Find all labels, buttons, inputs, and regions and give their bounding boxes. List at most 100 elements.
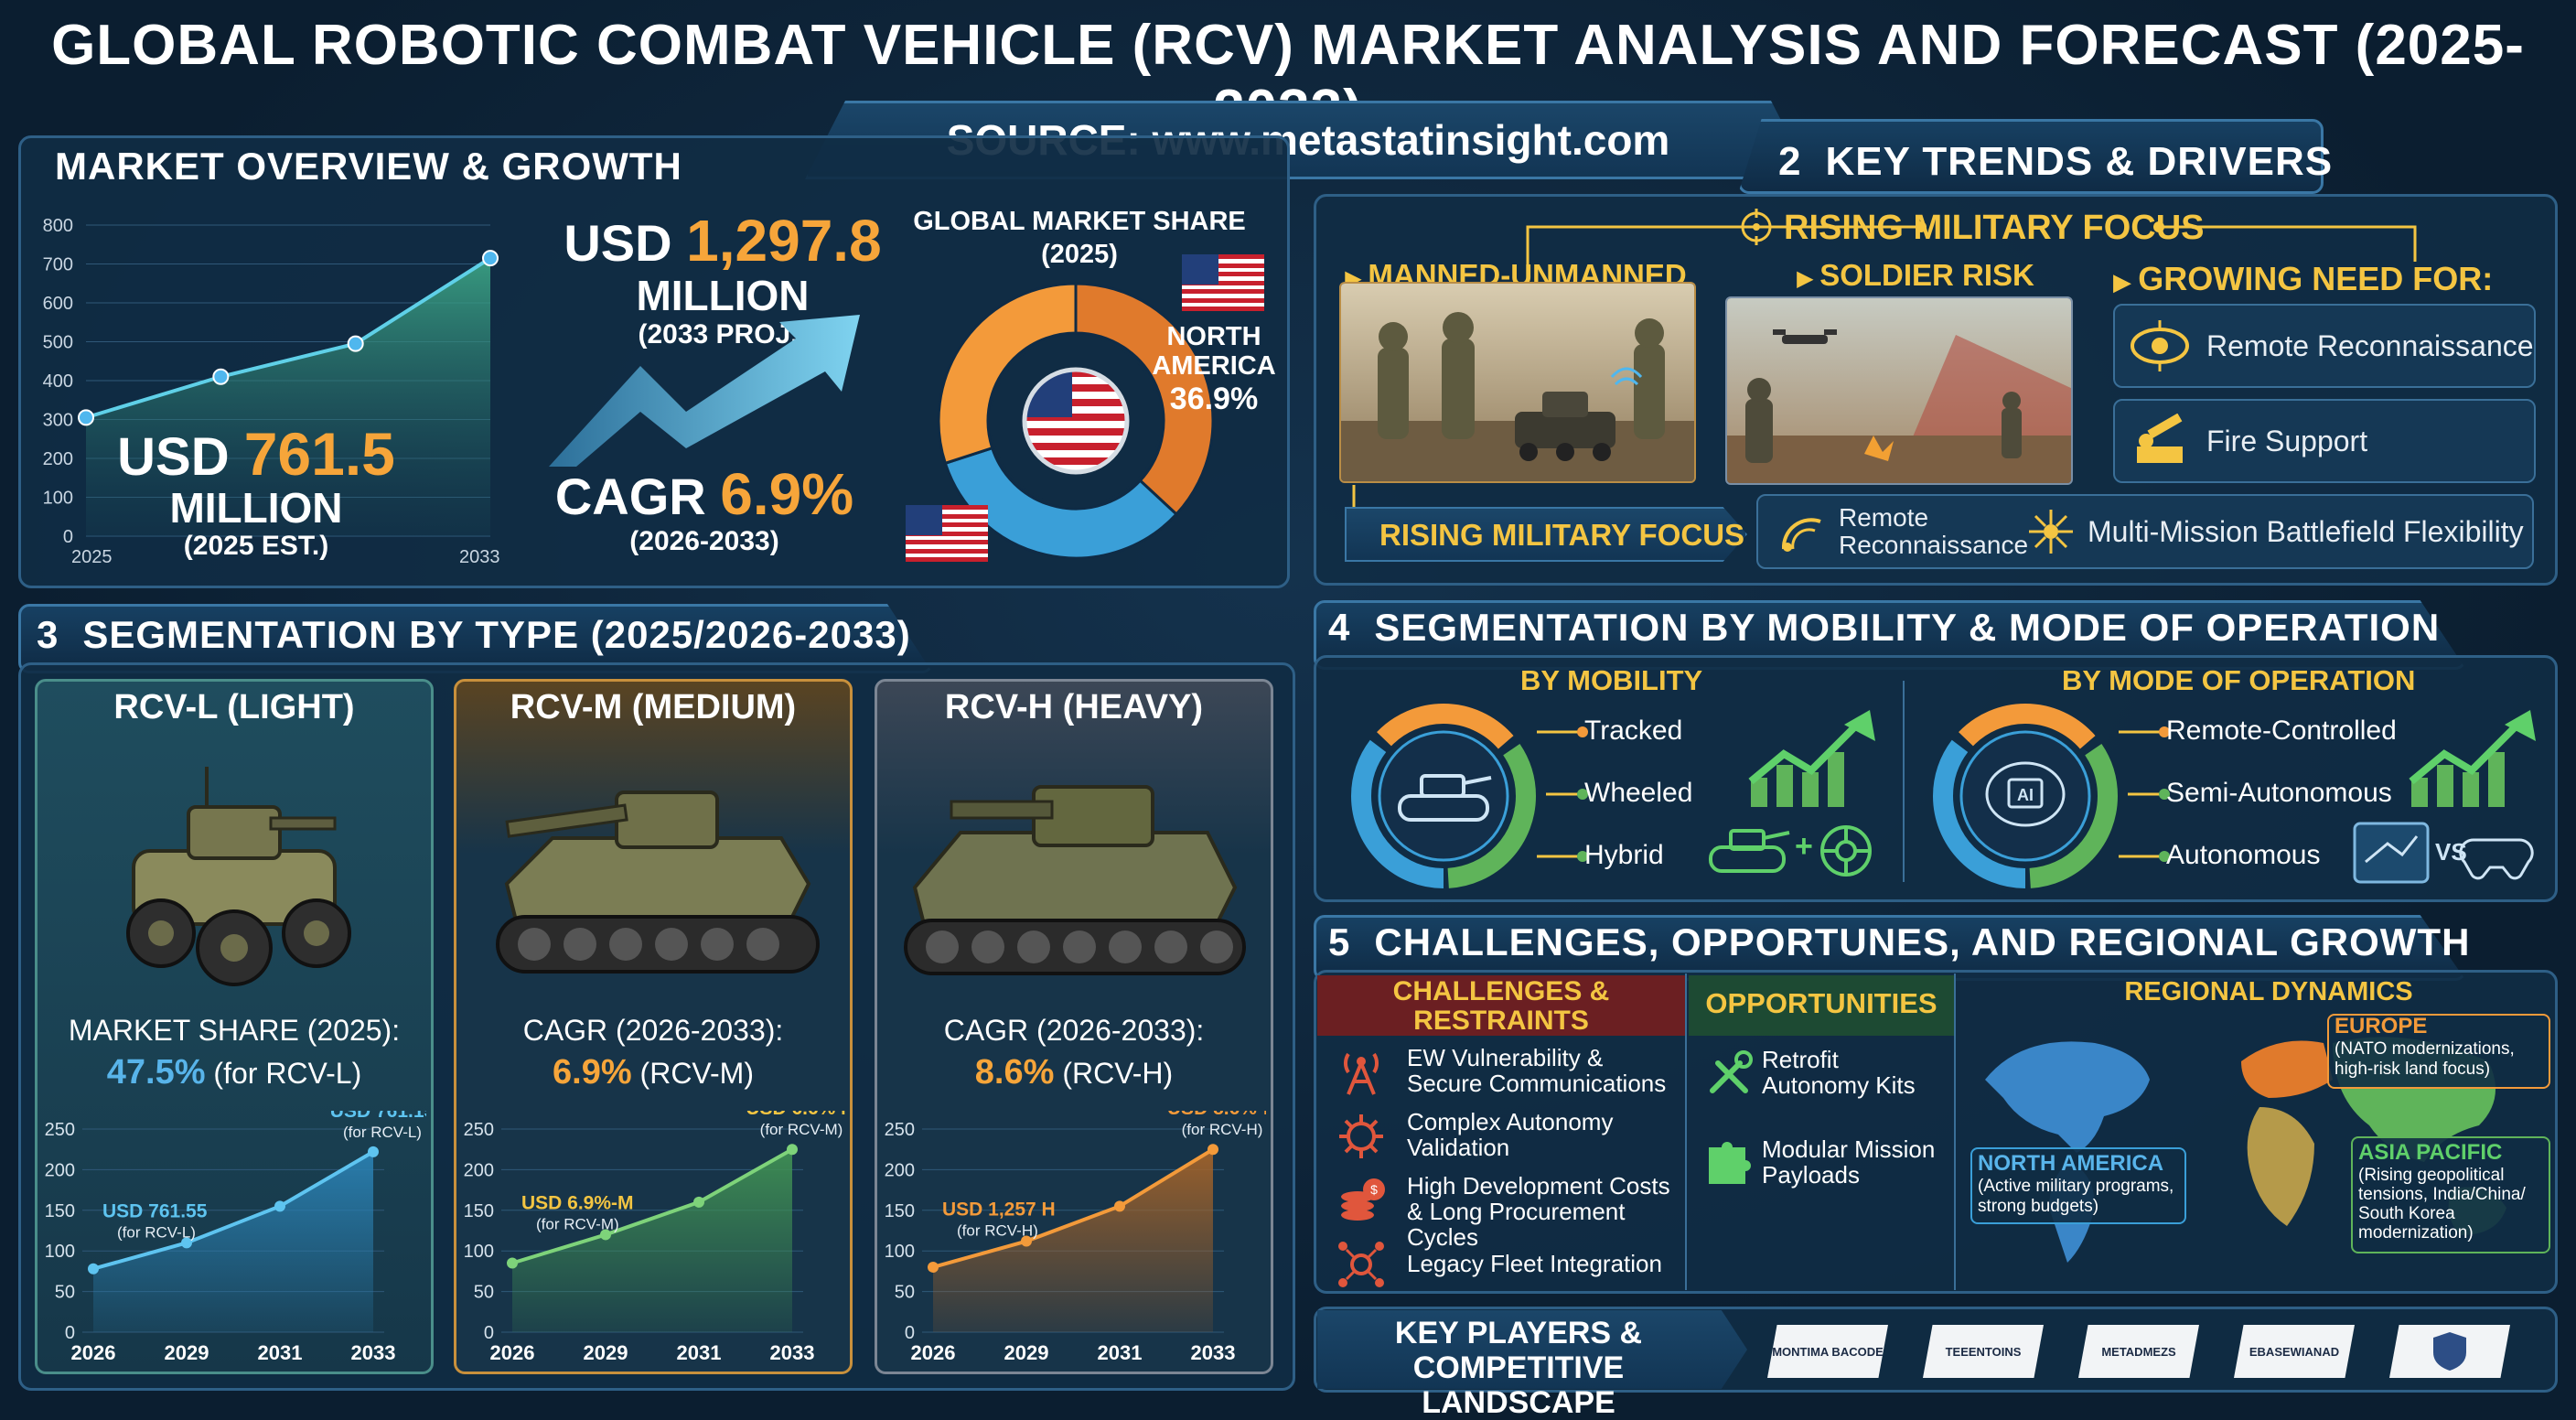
challenges-num: 5 [1328, 920, 1351, 963]
overview-x-tick-end: 2033 [459, 547, 500, 567]
share-title: GLOBAL MARKET SHARE (2025) [896, 205, 1262, 271]
type-metric-light-value: 47.5% [106, 1053, 206, 1092]
ai-brain-icon [1985, 761, 2066, 827]
player-logo-1[interactable]: MONTIMA BACODE [1767, 1325, 1888, 1378]
mumt-soldiers-image [1339, 282, 1696, 483]
share-region-label: NORTH AMERICA 36.9% [1145, 322, 1283, 414]
mini-label-start: USD 6.9%-M [521, 1192, 634, 1213]
usd-2033-block: USD 1,297.8 MILLION (2033 PROJ.) [521, 211, 924, 350]
mini-label-end-sub: (for RCV-H) [1182, 1121, 1263, 1138]
trends-tab [1738, 119, 2324, 194]
mobility-divider [1903, 681, 1905, 882]
region-europe-card [2327, 1014, 2550, 1089]
usd-2025-block: USD 761.5 MILLION (2025 EST.) [82, 424, 430, 562]
challenges-divider-2 [1954, 974, 1956, 1290]
mini-label-end: USD 761.15 [330, 1111, 426, 1122]
regional-title: REGIONAL DYNAMICS [2124, 977, 2413, 1006]
bottom-focus-label: RISING MILITARY FOCUS [1379, 518, 1745, 552]
mini-x-tick-label: 2029 [584, 1341, 628, 1364]
overview-y-tick-label: 600 [43, 294, 73, 314]
mini-line [92, 1150, 375, 1271]
need-item-fire-label: Fire Support [2206, 424, 2368, 457]
bottom-item-flex: Multi-Mission Battlefield Flexibility [2088, 514, 2524, 548]
mini-x-tick-label: 2031 [677, 1341, 722, 1364]
need-item-recon: Remote Reconnaissance [2113, 304, 2536, 388]
trends-num: 2 [1778, 139, 1802, 184]
mini-y-tick-label: 150 [464, 1201, 494, 1221]
tools-icon [1710, 1050, 1753, 1093]
us-flag-icon [1182, 254, 1264, 311]
challenges-header: 5 CHALLENGES, OPPORTUNES, AND REGIONAL GR… [1328, 920, 2470, 964]
tank-plus-wheel-icon [1709, 825, 1872, 877]
mini-area [512, 1149, 792, 1332]
cagr-value: 6.9% [720, 461, 854, 527]
player-logo-2[interactable]: TEEENTOINS [1923, 1325, 2044, 1378]
mini-point [507, 1257, 518, 1269]
mini-y-tick-label: 0 [484, 1323, 494, 1343]
mini-area [933, 1149, 1213, 1332]
challenge-item-ew: EW Vulnerability & Secure Communications [1407, 1044, 1667, 1097]
mini-label-start-sub: (for RCV-L) [117, 1223, 196, 1241]
type-metric-medium-label: CAGR (2026-2033): [522, 1014, 784, 1047]
types-header: 3 SEGMENTATION BY TYPE (2025/2026-2033) [37, 613, 911, 657]
overview-y-tick-label: 800 [43, 216, 73, 236]
trends-connector [1526, 221, 2417, 271]
cagr-prefix: CAGR [554, 468, 721, 525]
mode-growth-chart-icon [2409, 710, 2536, 807]
share-value: 36.9% [1169, 382, 1259, 416]
bottom-focus-banner [1345, 507, 1747, 562]
mini-y-tick-label: 200 [45, 1160, 75, 1180]
mini-x-tick-label: 2033 [770, 1341, 815, 1364]
overview-point [212, 368, 230, 385]
mini-y-tick-label: 200 [464, 1160, 494, 1180]
player-logo-3[interactable]: METADMEZS [2078, 1325, 2199, 1378]
virus-icon [1339, 1114, 1383, 1158]
antenna-icon [1343, 1052, 1379, 1095]
type-metric-medium-suffix: (RCV-M) [631, 1057, 754, 1090]
mini-label-start: USD 761.55 [102, 1200, 208, 1221]
players-banner [1317, 1310, 1747, 1389]
donut-slice [937, 282, 1078, 466]
mini-y-tick-label: 100 [885, 1242, 915, 1262]
need-label-text: GROWING NEED FOR: [2138, 260, 2494, 297]
challenges-header-text: CHALLENGES, OPPORTUNES, AND REGIONAL GRO… [1374, 920, 2471, 963]
opportunity-item-modular: Modular Mission Payloads [1762, 1135, 1936, 1189]
overview-y-tick-label: 100 [43, 489, 73, 509]
region-na-desc: (Active military programs, strong budget… [1978, 1177, 2174, 1216]
mini-point [1114, 1200, 1125, 1212]
type-metric-light-label: MARKET SHARE (2025): [68, 1014, 401, 1047]
overview-chart-svg: 800 700 600 500 400 300 200 100 0 [43, 216, 499, 547]
mini-point [787, 1144, 798, 1156]
money-stack-icon: $ [1341, 1178, 1385, 1221]
overview-line [85, 256, 492, 420]
mini-point [1208, 1144, 1218, 1156]
usd-2025-unit: MILLION [169, 484, 343, 532]
mode-item-auto: Autonomous [2166, 840, 2321, 870]
mini-x-tick-label: 2026 [490, 1341, 535, 1364]
mini-label-start-sub: (for RCV-M) [536, 1215, 619, 1232]
mode-connectors [2119, 726, 2170, 862]
mini-point [1021, 1235, 1032, 1247]
rcv-light-vehicle-icon [126, 767, 351, 986]
tablet-vs-controller-icon [2353, 822, 2534, 884]
mode-donut: AI [1933, 704, 2118, 888]
overview-y-tick-label: 0 [63, 527, 73, 547]
mobility-num: 4 [1328, 606, 1351, 649]
overview-point [347, 335, 364, 352]
svg-text:$: $ [1370, 1182, 1378, 1197]
need-item-fire: Fire Support [2113, 399, 2536, 483]
trends-header-text: KEY TRENDS & DRIVERS [1825, 139, 2334, 184]
need-item-recon-label: Remote Reconnaissance [2206, 328, 2534, 362]
type-metric-heavy: CAGR (2026-2033): 8.6% (RCV-H) [875, 1014, 1273, 1092]
cagr-note: (2026-2033) [629, 526, 779, 556]
player-logo-4[interactable]: EBASEWIANAD [2234, 1325, 2355, 1378]
rcv-medium-vehicle-icon [496, 791, 820, 974]
overview-y-tick-label: 200 [43, 449, 73, 469]
risk-battlefield-image [1725, 296, 2073, 485]
plus-sign: + [1795, 829, 1813, 864]
ai-text: AI [2017, 786, 2034, 804]
player-logo-5[interactable] [2389, 1325, 2510, 1378]
mobility-header-text: SEGMENTATION BY MOBILITY & MODE OF OPERA… [1374, 606, 2441, 649]
shield-logo-icon [2433, 1332, 2466, 1371]
